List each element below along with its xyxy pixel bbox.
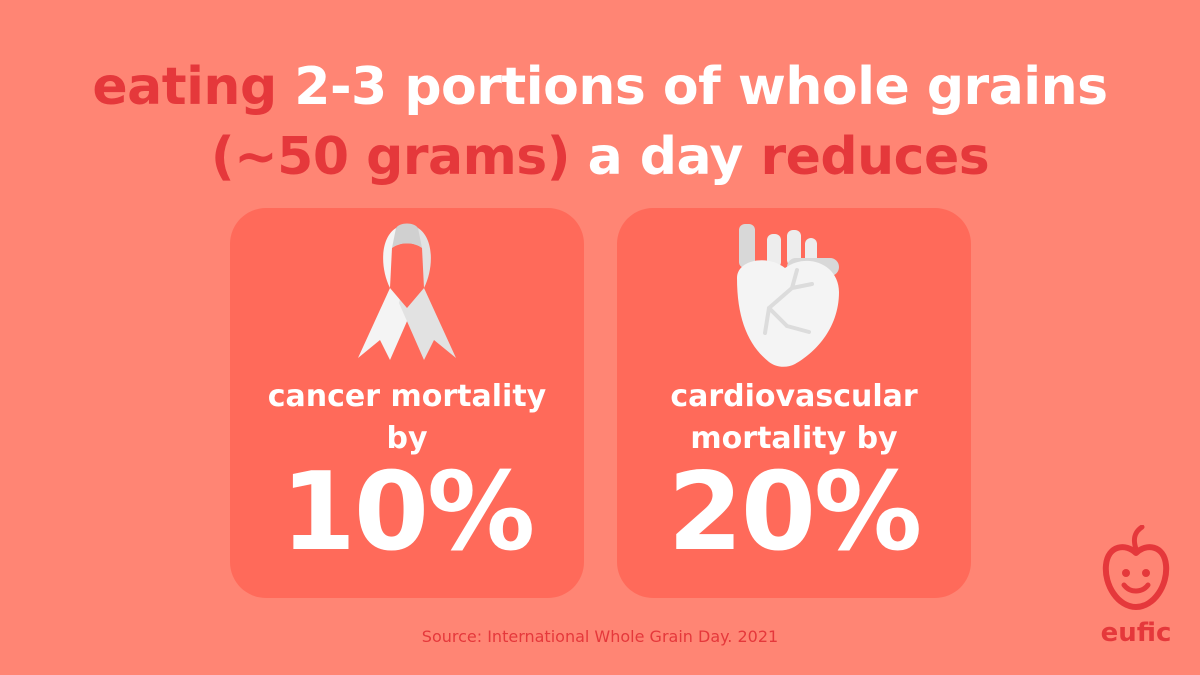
cardiovascular-label-line-2: mortality by xyxy=(690,421,898,456)
cancer-label: cancer mortality by xyxy=(230,376,584,460)
cancer-label-line-2: by xyxy=(386,421,428,456)
cardiovascular-percentage: 20% xyxy=(667,450,923,575)
headline-grams: (~50 grams) xyxy=(210,127,588,187)
headline-reduces: reduces xyxy=(760,127,990,187)
cardiovascular-card: cardiovascular mortality by 20% xyxy=(617,208,971,598)
headline-a-day: a day xyxy=(587,127,761,187)
source-citation: Source: International Whole Grain Day. 2… xyxy=(421,627,779,646)
ribbon-icon xyxy=(358,223,456,360)
cancer-percentage: 10% xyxy=(280,450,536,575)
eufic-logo: eufic xyxy=(1088,525,1184,655)
heart-icon xyxy=(737,224,839,367)
apple-face-icon xyxy=(1102,525,1170,610)
headline: eating 2-3 portions of whole grains (~50… xyxy=(0,52,1200,192)
headline-line-1: eating 2-3 portions of whole grains xyxy=(0,52,1200,122)
cancer-card: cancer mortality by 10% xyxy=(230,208,584,598)
cardiovascular-label: cardiovascular mortality by xyxy=(617,376,971,460)
headline-line-2: (~50 grams) a day reduces xyxy=(0,122,1200,192)
headline-word-eating: eating xyxy=(92,57,295,117)
cancer-label-line-1: cancer mortality xyxy=(267,379,547,414)
cardiovascular-label-line-1: cardiovascular xyxy=(670,379,918,414)
headline-portions: 2-3 portions of whole grains xyxy=(294,57,1108,117)
eufic-wordmark: eufic xyxy=(1100,618,1172,648)
